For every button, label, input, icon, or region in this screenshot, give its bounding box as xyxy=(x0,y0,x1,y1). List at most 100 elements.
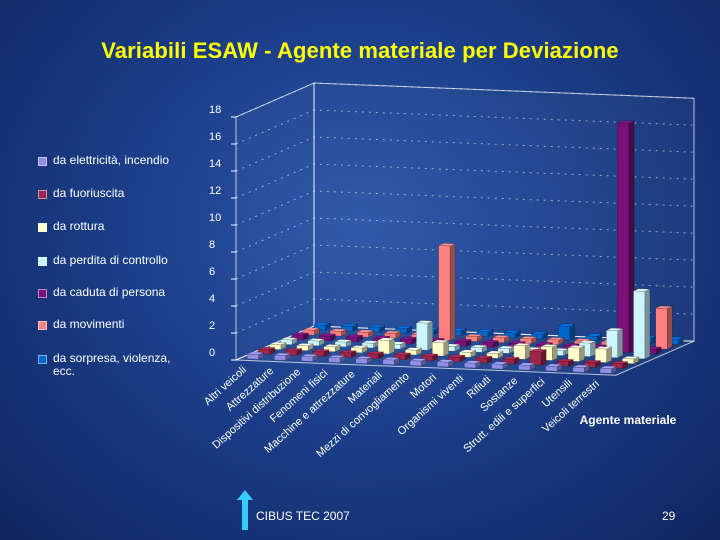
bar-side xyxy=(606,346,612,364)
bar-side xyxy=(389,337,395,355)
bar-front xyxy=(633,290,646,360)
bar-top xyxy=(611,360,628,365)
gridline xyxy=(235,190,695,226)
bar xyxy=(328,354,346,363)
bar xyxy=(395,325,413,334)
bar xyxy=(355,356,373,365)
bar-side xyxy=(449,243,456,341)
bar xyxy=(513,342,531,360)
bar-side xyxy=(540,349,547,366)
bar xyxy=(377,337,395,355)
bar-top xyxy=(421,353,438,357)
footer-text: CIBUS TEC 2007 xyxy=(256,509,350,523)
bar-front xyxy=(655,307,668,350)
bar-top xyxy=(296,343,314,347)
bar xyxy=(556,358,574,367)
bar-top xyxy=(519,336,537,340)
bar-top xyxy=(247,351,264,355)
bar-top xyxy=(486,350,504,354)
bar-top xyxy=(655,305,673,309)
legend-swatch xyxy=(38,157,47,166)
bar-top xyxy=(382,357,400,361)
bar-front xyxy=(594,348,607,363)
chart-bars xyxy=(246,120,684,374)
legend-item: da movimenti xyxy=(38,318,188,331)
bar-top xyxy=(481,339,499,344)
bar xyxy=(655,305,673,350)
bar-front xyxy=(432,341,445,357)
bar xyxy=(492,335,510,344)
bar-top xyxy=(567,345,585,349)
bar-top xyxy=(384,330,401,334)
bar-top xyxy=(437,359,454,363)
bar-top xyxy=(503,330,521,334)
bar xyxy=(599,365,617,374)
y-tick-label: 10 xyxy=(209,212,221,224)
bar-top xyxy=(395,325,413,329)
bar-top xyxy=(579,340,596,344)
legend-label: da perdita di controllo xyxy=(53,253,168,267)
legend-label: da sorpresa, violenza, ecc. xyxy=(53,351,171,378)
gridline xyxy=(235,298,695,334)
bar xyxy=(339,350,357,359)
bar xyxy=(438,243,456,341)
bar xyxy=(546,337,564,346)
bar-front xyxy=(274,354,287,361)
bar xyxy=(583,359,601,368)
gridline xyxy=(235,109,695,145)
bar-top xyxy=(350,345,368,349)
bar xyxy=(246,351,264,360)
bar-side xyxy=(666,306,673,350)
bar-top xyxy=(312,349,330,353)
bar-side xyxy=(644,288,651,360)
bar xyxy=(519,336,537,345)
y-tick-label: 12 xyxy=(209,185,221,197)
legend-item: da fuoriuscita xyxy=(38,187,188,200)
bar-top xyxy=(574,338,591,342)
bar xyxy=(393,352,411,361)
bar xyxy=(448,354,466,363)
bar xyxy=(491,361,509,370)
bar-front xyxy=(518,364,531,371)
bar-front xyxy=(567,347,580,362)
legend-label: da rottura xyxy=(53,219,105,233)
bar-top xyxy=(622,356,639,360)
bar xyxy=(475,355,493,364)
bar-front xyxy=(513,345,526,360)
legend-label: da movimenti xyxy=(53,317,125,331)
bar-side xyxy=(569,323,576,341)
bar xyxy=(567,345,585,362)
bar-top xyxy=(558,323,575,327)
bar-side xyxy=(617,328,624,359)
bar-front xyxy=(355,358,368,364)
bar-top xyxy=(339,350,357,354)
bar-side xyxy=(590,340,596,358)
bar-top xyxy=(301,353,319,358)
bar-front xyxy=(436,361,449,368)
bar-top xyxy=(328,354,346,359)
bar-front xyxy=(545,365,558,372)
bar-side xyxy=(427,320,434,351)
bar-top xyxy=(307,338,325,342)
bar xyxy=(409,358,427,367)
bar-top xyxy=(274,352,291,356)
bar-top xyxy=(368,324,385,328)
bar-front xyxy=(301,356,314,362)
bar-side xyxy=(628,120,635,354)
bar-top xyxy=(464,360,481,364)
bar xyxy=(486,350,504,359)
legend-item: da caduta di persona xyxy=(38,286,188,299)
bar-front xyxy=(246,353,259,360)
bar-front xyxy=(572,366,585,373)
legend-label: da elettricità, incendio xyxy=(53,153,170,167)
bar-top xyxy=(606,327,623,332)
bar-front xyxy=(617,122,630,354)
bar-top xyxy=(377,337,395,341)
bar-top xyxy=(599,365,617,369)
bar xyxy=(572,364,590,373)
legend-label: da fuoriuscita xyxy=(53,186,125,200)
bar-top xyxy=(508,340,526,345)
bar-front xyxy=(328,357,341,363)
bar xyxy=(382,357,400,366)
